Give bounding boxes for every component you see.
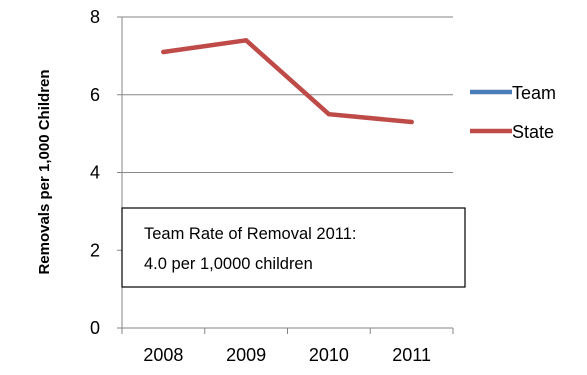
y-tick-label: 0 (90, 318, 100, 338)
series-group (161, 38, 414, 125)
annotation-frame (121, 207, 466, 288)
x-tick-label-2010: 2010 (309, 345, 349, 365)
y-tick-label: 6 (90, 85, 100, 105)
x-axis-ticks: 2008 2009 2010 2011 (121, 328, 454, 365)
y-axis-ticks: 0 2 4 6 8 (90, 7, 122, 338)
data-point-state-2010 (326, 111, 332, 117)
y-tick-label: 8 (90, 7, 100, 27)
y-tick-label: 2 (90, 240, 100, 260)
legend: Team State (470, 83, 556, 142)
x-tick-label-2008: 2008 (143, 345, 183, 365)
annotation-line-2: 4.0 per 1,0000 children (144, 255, 313, 273)
annotation-box: Team Rate of Removal 2011: 4.0 per 1,000… (121, 207, 466, 288)
x-tick-label-2011: 2011 (392, 345, 431, 365)
data-point-state-2011 (409, 119, 414, 125)
annotation-line-1: Team Rate of Removal 2011: (144, 225, 356, 243)
y-axis-label: Removals per 1,000 Children (36, 69, 53, 274)
y-tick-label: 4 (90, 163, 100, 183)
legend-label-state: State (512, 122, 554, 142)
data-point-state-2009 (243, 38, 249, 43)
x-tick-label-2009: 2009 (226, 345, 266, 365)
series-line-state (161, 38, 414, 125)
legend-label-team: Team (512, 83, 556, 103)
data-point-state-2008 (161, 49, 166, 55)
